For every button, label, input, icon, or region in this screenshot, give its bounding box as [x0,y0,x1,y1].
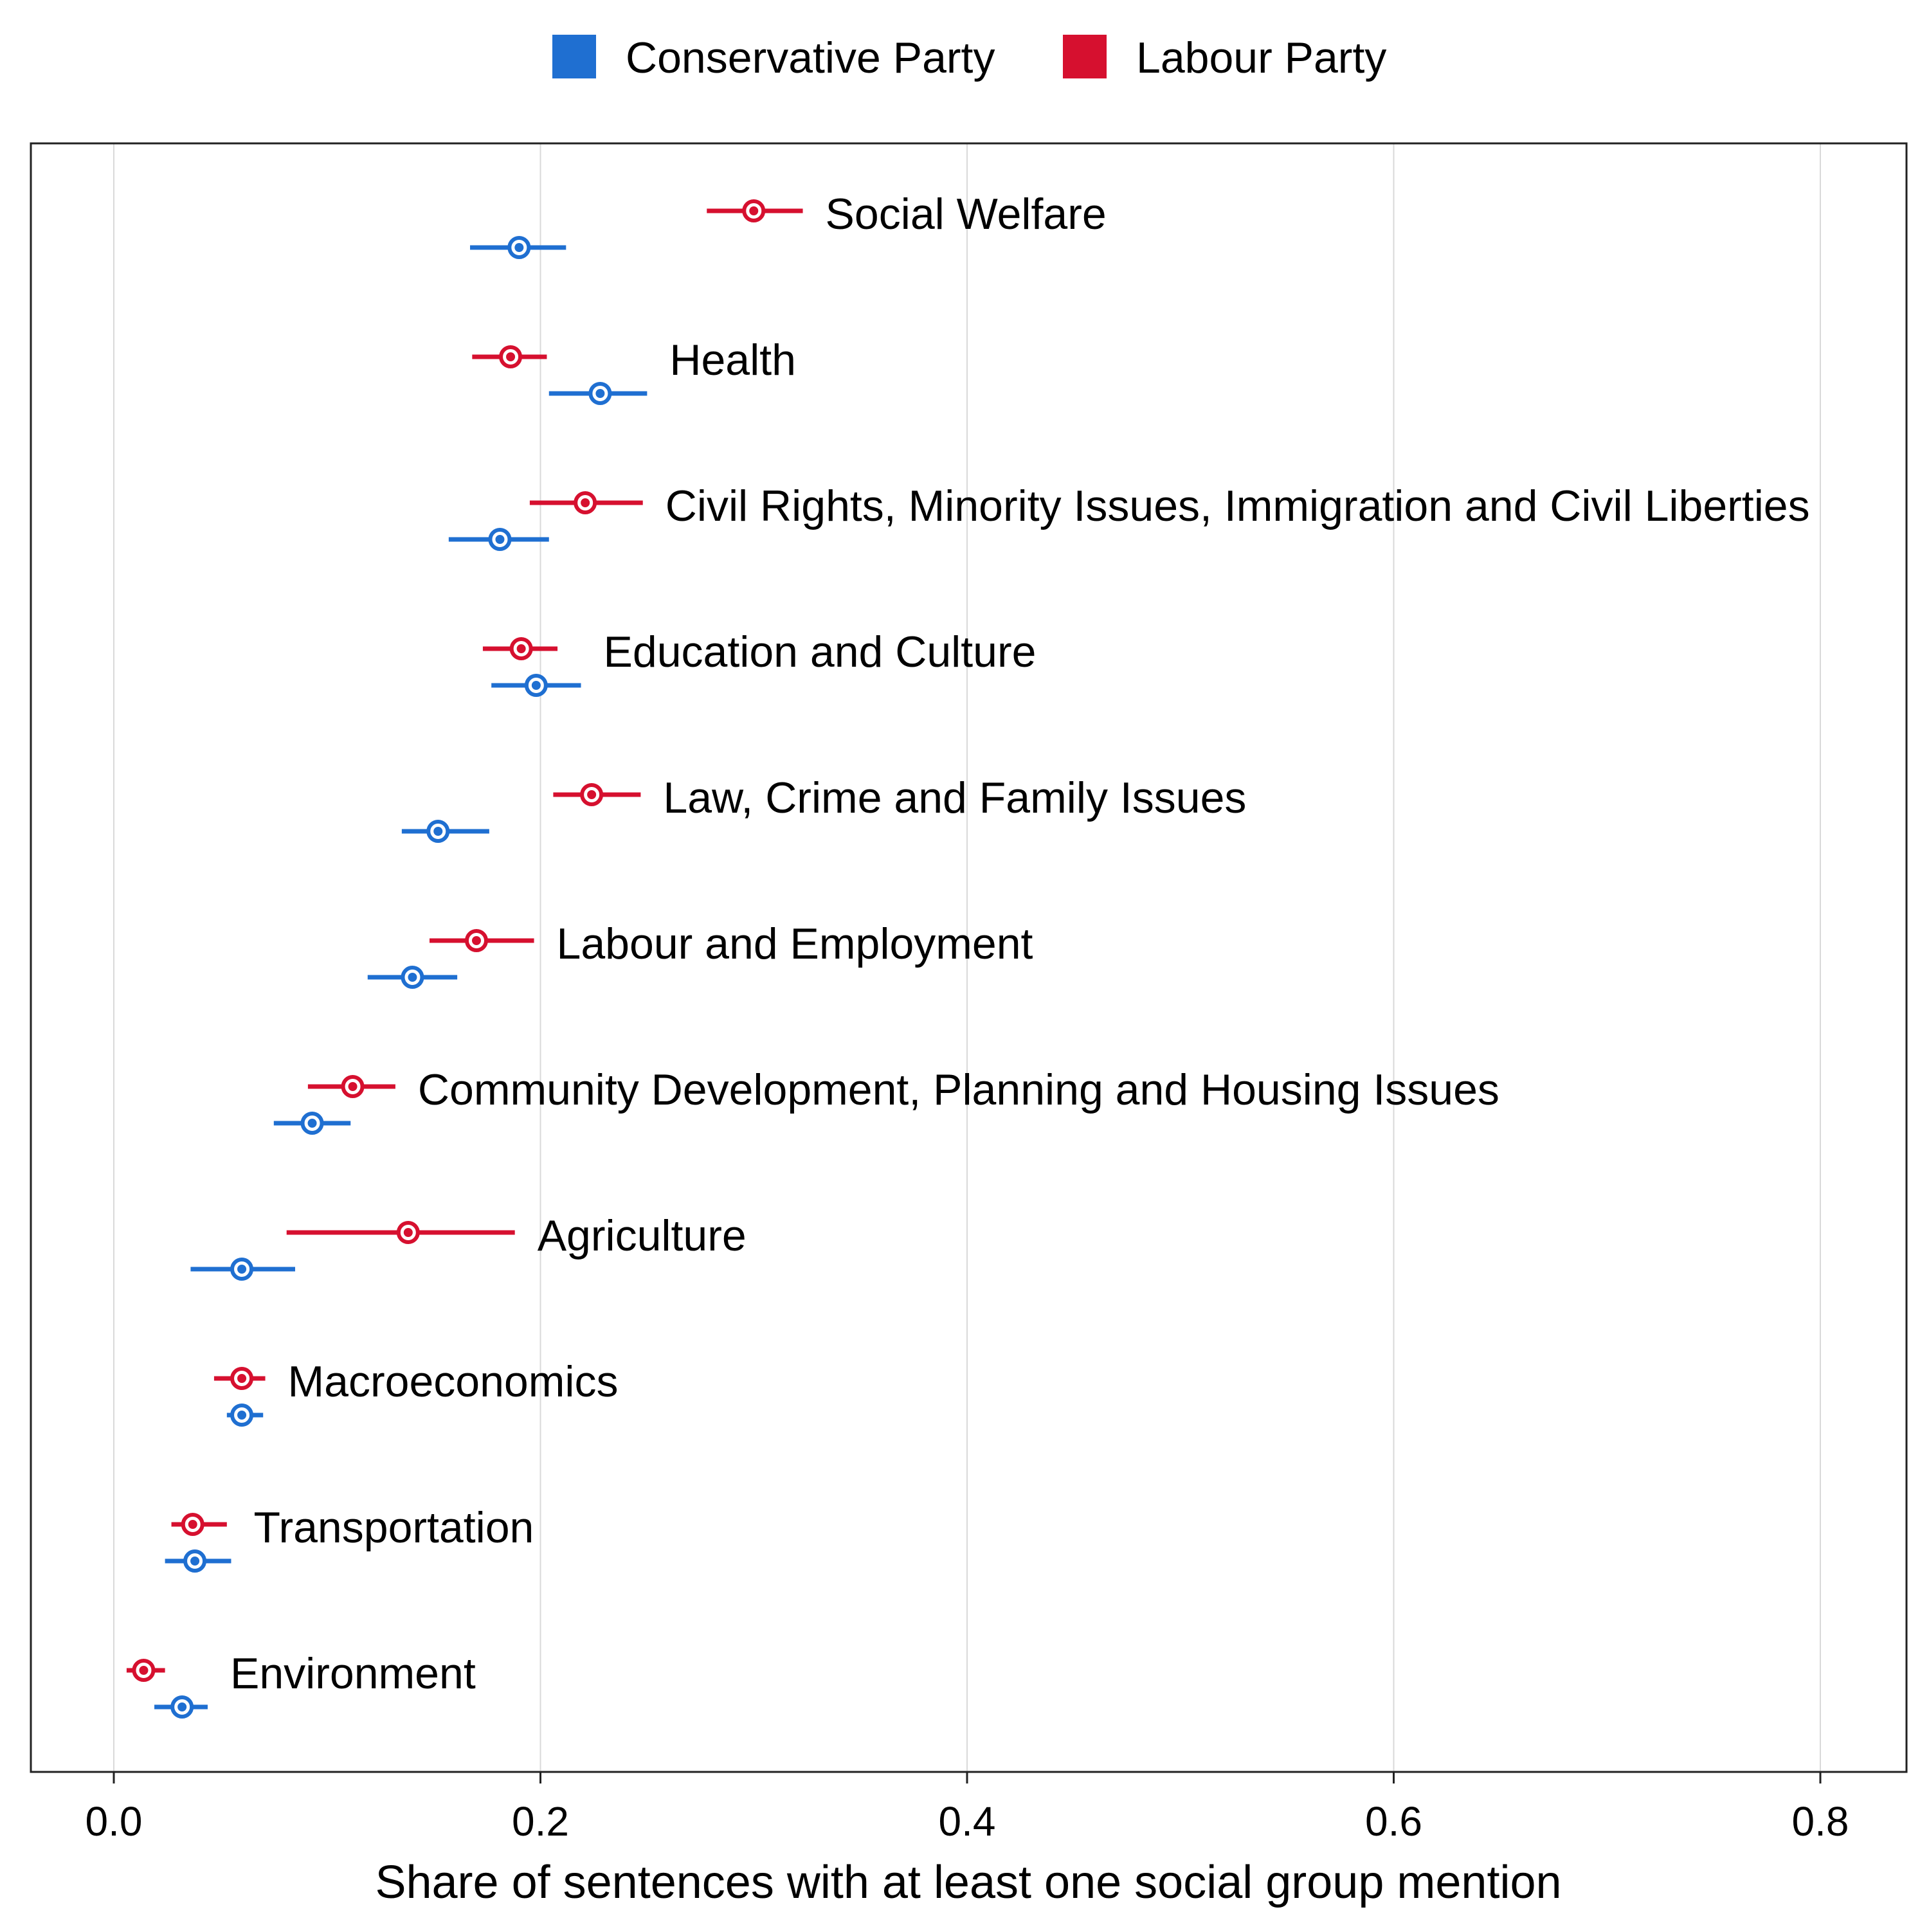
category-label: Law, Crime and Family Issues [663,773,1246,822]
category-label: Macroeconomics [288,1357,619,1406]
category-label: Community Development, Planning and Hous… [418,1065,1499,1114]
labour-point [506,352,516,361]
category-group: Social Welfare [470,190,1107,259]
category-group: Health [472,336,796,405]
legend-label: Conservative Party [626,33,995,82]
conservative-point [190,1557,200,1566]
labour-point [139,1666,149,1675]
legend-label: Labour Party [1136,33,1386,82]
plot-frame [30,142,1908,1773]
labour-point [516,644,526,653]
legend-swatch [1063,35,1107,78]
labour-point [237,1374,247,1383]
category-label: Social Welfare [826,190,1107,239]
labour-point [471,936,481,945]
conservative-point [237,1265,247,1274]
conservative-point [433,827,443,836]
labour-point [188,1520,197,1529]
x-axis-title: Share of sentences with at least one soc… [375,1857,1561,1908]
category-group: Community Development, Planning and Hous… [273,1065,1499,1135]
conservative-point [408,973,417,982]
category-group: Civil Rights, Minority Issues, Immigrati… [448,482,1810,551]
category-group: Environment [126,1649,476,1719]
conservative-point [237,1411,247,1420]
conservative-point [595,389,605,398]
category-group: Education and Culture [482,627,1037,697]
category-label: Agriculture [538,1211,747,1260]
data-marks: Social Welfare Health Civil Rights, Minori… [126,190,1810,1719]
x-axis: 0.0 0.2 0.4 0.6 0.8 [86,1772,1849,1845]
legend: Conservative Party Labour Party [552,33,1386,82]
category-label: Health [669,336,796,384]
category-group: Law, Crime and Family Issues [401,773,1246,843]
conservative-point [531,681,541,690]
category-group: Macroeconomics [213,1357,619,1427]
x-tick-label: 0.6 [1365,1798,1422,1845]
labour-point [348,1082,358,1091]
conservative-point [514,243,524,252]
category-label: Environment [230,1649,476,1698]
x-tick-label: 0.4 [939,1798,996,1845]
labour-point [749,206,759,215]
category-label: Transportation [253,1503,534,1552]
category-label: Labour and Employment [557,919,1033,968]
legend-swatch [552,35,596,78]
labour-point [587,790,597,799]
grid-lines [113,143,1821,1772]
labour-point [581,498,590,507]
category-group: Labour and Employment [367,919,1033,989]
conservative-point [177,1702,187,1711]
category-group: Transportation [165,1503,534,1573]
conservative-point [495,535,505,544]
labour-point [403,1228,413,1237]
category-group: Agriculture [190,1211,747,1281]
category-label: Education and Culture [604,627,1037,676]
x-tick-label: 0.2 [512,1798,569,1845]
category-label: Civil Rights, Minority Issues, Immigrati… [666,482,1810,530]
x-tick-label: 0.8 [1792,1798,1849,1845]
x-tick-label: 0.0 [86,1798,143,1845]
conservative-point [307,1119,317,1128]
